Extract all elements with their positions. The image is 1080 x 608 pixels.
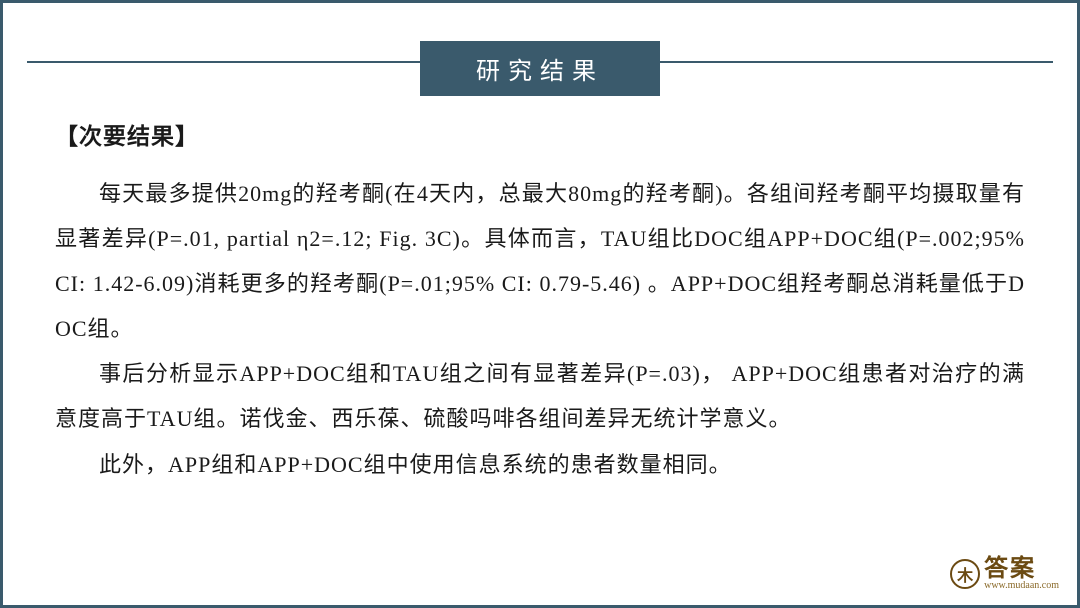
slide-frame: 研究结果 【次要结果】 每天最多提供20mg的羟考酮(在4天内，总最大80mg的…: [0, 0, 1080, 608]
watermark-icon: 木: [950, 559, 980, 589]
watermark: 木 答案 www.mudaan.com: [950, 557, 1059, 591]
paragraph-2: 事后分析显示APP+DOC组和TAU组之间有显著差异(P=.03)， APP+D…: [55, 351, 1025, 441]
slide-content: 【次要结果】 每天最多提供20mg的羟考酮(在4天内，总最大80mg的羟考酮)。…: [55, 117, 1025, 487]
watermark-label: 答案: [984, 557, 1059, 581]
paragraph-1: 每天最多提供20mg的羟考酮(在4天内，总最大80mg的羟考酮)。各组间羟考酮平…: [55, 171, 1025, 351]
watermark-url: www.mudaan.com: [984, 581, 1059, 591]
sub-heading: 【次要结果】: [55, 117, 1025, 151]
slide-title: 研究结果: [420, 41, 660, 96]
watermark-text: 答案 www.mudaan.com: [984, 557, 1059, 591]
paragraph-3: 此外，APP组和APP+DOC组中使用信息系统的患者数量相同。: [55, 442, 1025, 487]
